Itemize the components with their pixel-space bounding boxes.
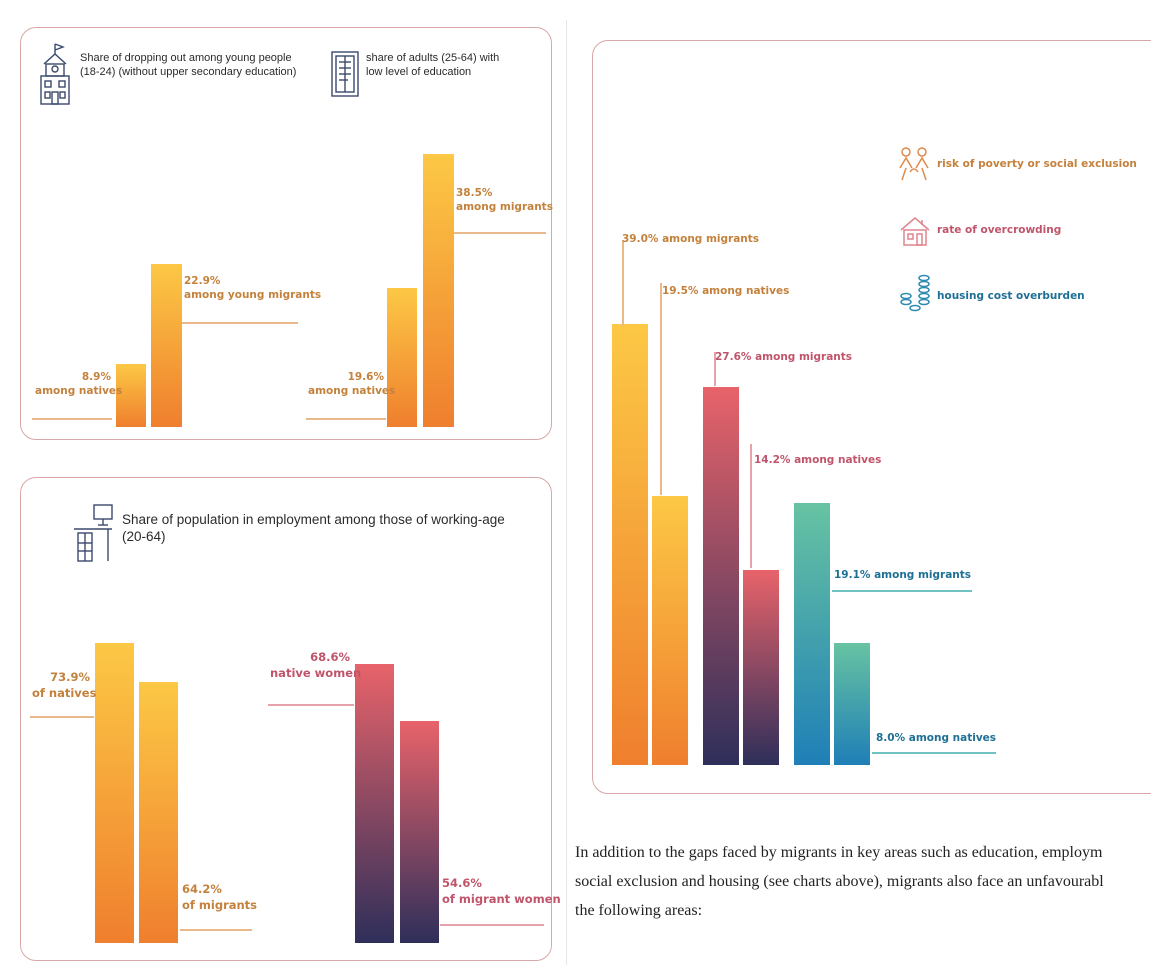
- body-line-2: social exclusion and housing (see charts…: [575, 873, 1104, 890]
- underline-housingcost-migrants: [832, 590, 972, 592]
- body-line-1: In addition to the gaps faced by migrant…: [575, 844, 1103, 861]
- bar-loweducation-natives: [387, 287, 417, 427]
- label-employment-native-women-value: 68.6%: [310, 650, 350, 664]
- label-loweducation-natives-value: 19.6%: [347, 371, 384, 383]
- bar-employment-migrant-women: [400, 721, 439, 943]
- employment-title-line-2: (20-64): [122, 528, 166, 544]
- bar-overcrowding-migrants: [703, 386, 739, 765]
- label-poverty-natives: 19.5% among natives: [662, 285, 790, 297]
- bar-employment-migrants: [139, 682, 178, 943]
- underline-dropout-natives: [32, 418, 112, 420]
- underline-employment-native-women: [268, 704, 354, 706]
- label-poverty-migrants: 39.0% among migrants: [622, 233, 760, 245]
- low-education-title-line-1: share of adults (25-64) with: [366, 52, 500, 64]
- legend-risk-poverty: risk of poverty or social exclusion: [937, 158, 1137, 170]
- employment-title-line-1: Share of population in employment among …: [122, 512, 505, 527]
- bar-housingcost-natives: [834, 643, 870, 765]
- label-overcrowding-natives: 14.2% among natives: [754, 454, 882, 466]
- school-building-icon: [40, 43, 70, 105]
- bar-poverty-migrants: [612, 324, 648, 765]
- low-education-chart-title: share of adults (25-64) with low level o…: [366, 52, 499, 80]
- body-line-3: the following areas:: [575, 902, 703, 919]
- bar-employment-natives: [95, 642, 134, 943]
- legend-housing-cost: housing cost overburden: [937, 290, 1085, 302]
- office-desk-computer-icon: [74, 504, 113, 562]
- label-employment-native-women: 68.6% native women: [270, 650, 362, 681]
- label-employment-natives-group: of natives: [32, 685, 97, 700]
- leader-poverty-migrants: [622, 240, 624, 326]
- body-paragraph: In addition to the gaps faced by migrant…: [575, 838, 1151, 925]
- label-loweducation-natives-group: among natives: [308, 385, 396, 398]
- label-employment-migrants-group: of migrants: [182, 897, 258, 912]
- label-loweducation-natives: 19.6% among natives: [308, 370, 396, 398]
- label-employment-migrants: 64.2% of migrants: [182, 882, 257, 913]
- underline-loweducation-natives: [306, 418, 386, 420]
- label-dropout-migrants-value: 22.9%: [184, 275, 221, 287]
- dropout-title-line-1: Share of dropping out among young people: [80, 52, 292, 64]
- house-icon: [900, 217, 930, 246]
- bar-employment-native-women: [355, 664, 394, 943]
- coin-stack-icon: [900, 274, 930, 312]
- leader-overcrowding-natives: [750, 444, 752, 568]
- underline-dropout-migrants: [182, 322, 298, 324]
- label-loweducation-migrants-value: 38.5%: [456, 187, 493, 199]
- label-dropout-natives: 8.9% among natives: [35, 370, 123, 398]
- underline-employment-migrant-women: [440, 924, 544, 926]
- label-employment-native-women-group: native women: [270, 665, 362, 680]
- label-housingcost-natives: 8.0% among natives: [876, 732, 997, 744]
- label-dropout-migrants-group: among young migrants: [184, 289, 322, 302]
- legend-overcrowding: rate of overcrowding: [937, 224, 1062, 236]
- dropout-chart-title: Share of dropping out among young people…: [80, 52, 296, 80]
- label-employment-migrants-value: 64.2%: [182, 882, 222, 896]
- bar-dropout-migrants: [151, 264, 182, 427]
- people-group-icon: [899, 147, 929, 181]
- employment-chart-title: Share of population in employment among …: [122, 512, 505, 546]
- underline-loweducation-migrants: [454, 232, 546, 234]
- label-employment-natives-value: 73.9%: [50, 670, 90, 684]
- bar-loweducation-migrants: [423, 153, 454, 427]
- label-employment-migrant-women-value: 54.6%: [442, 876, 482, 890]
- label-dropout-migrants: 22.9% among young migrants: [184, 274, 321, 302]
- low-education-title-line-2: low level of education: [366, 65, 472, 78]
- leader-poverty-natives: [660, 283, 662, 495]
- label-employment-migrant-women: 54.6% of migrant women: [442, 876, 561, 907]
- label-loweducation-migrants-group: among migrants: [456, 201, 553, 214]
- label-overcrowding-migrants: 27.6% among migrants: [715, 351, 853, 363]
- bar-dropout-natives: [116, 363, 146, 427]
- leader-overcrowding-migrants: [714, 352, 716, 386]
- book-document-icon: [331, 51, 359, 97]
- dropout-title-line-2: (18-24) (without upper secondary educati…: [80, 65, 297, 78]
- label-employment-migrant-women-group: of migrant women: [442, 891, 561, 906]
- underline-employment-migrants: [180, 929, 252, 931]
- label-dropout-natives-value: 8.9%: [81, 371, 111, 383]
- label-employment-natives: 73.9% of natives: [32, 670, 97, 701]
- label-loweducation-migrants: 38.5% among migrants: [456, 186, 553, 214]
- label-dropout-natives-group: among natives: [35, 385, 123, 398]
- bar-housingcost-migrants: [794, 503, 830, 765]
- underline-housingcost-natives: [872, 752, 996, 754]
- bar-poverty-natives: [652, 495, 688, 765]
- bar-overcrowding-natives: [743, 570, 779, 765]
- underline-employment-natives: [30, 716, 94, 718]
- label-housingcost-migrants: 19.1% among migrants: [834, 569, 972, 581]
- column-separator: [566, 20, 567, 965]
